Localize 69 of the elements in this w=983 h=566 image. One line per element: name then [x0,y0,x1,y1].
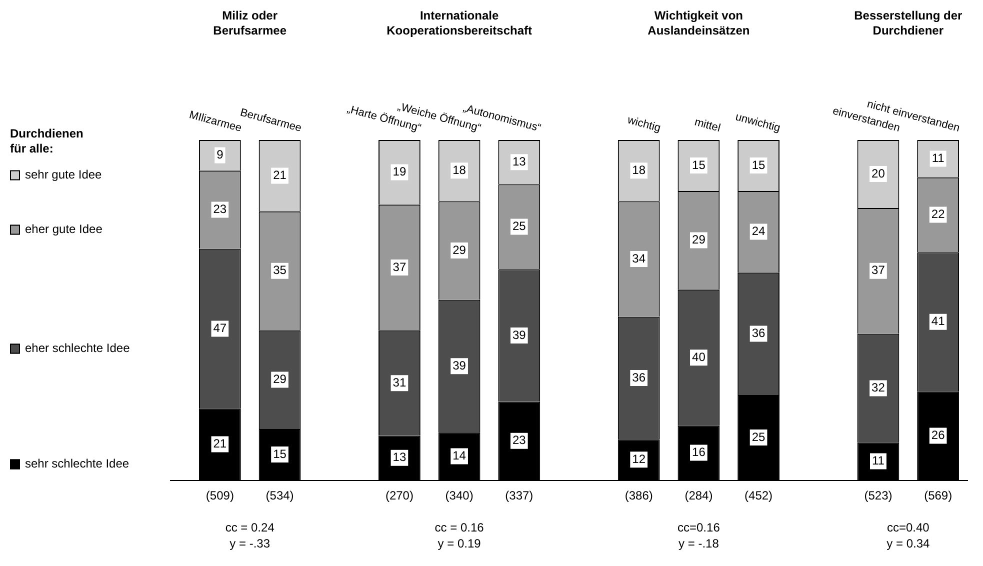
data-label: 23 [512,433,526,448]
text: (569) [924,488,952,502]
data-label: 22 [931,207,946,222]
text: Wichtigkeit von Auslandeinsätzen [648,8,750,38]
legend-label: eher schlechte Idee [25,341,130,356]
text: y = 0.19 [438,536,482,550]
text: y = -.18 [678,536,720,550]
data-label: 15 [273,446,287,461]
data-label: 12 [632,452,646,466]
text: y = -.33 [230,536,270,550]
text: cc = 0.16 [434,520,484,534]
data-label: 25 [752,430,766,444]
data-label: 18 [632,162,646,177]
data-label: 32 [872,380,886,395]
legend-label: eher gute Idee [25,222,103,236]
data-label: 37 [392,260,406,274]
data-label: 23 [213,202,227,216]
data-label: 36 [632,370,646,384]
data-label: 20 [872,166,886,180]
data-label: 34 [632,251,646,266]
text: Miliz oder Berufsarmee [213,8,287,38]
text: (284) [684,488,713,502]
text: (452) [744,488,773,502]
data-label: 47 [213,321,227,336]
data-label: 29 [452,242,466,257]
data-label: 37 [872,263,886,278]
data-label: 11 [932,151,945,166]
data-label: 21 [273,168,287,182]
text: (340) [445,488,474,502]
text: (386) [624,488,653,502]
data-label: 15 [692,158,706,172]
x-tick-label: wichtig [625,114,662,135]
text: (534) [266,488,294,502]
data-label: 29 [273,372,287,386]
text: (523) [864,488,892,502]
text: (270) [385,488,414,502]
legend-label: sehr schlechte Idee [25,456,130,471]
data-label: 19 [392,164,406,179]
data-label: 36 [752,326,766,340]
data-label: 15 [752,158,766,172]
data-label: 25 [512,219,526,234]
legend-title: Durchdienen für alle: [10,126,84,156]
text: cc=0.16 [678,520,720,534]
text: Internationale Kooperationsbereitschaft [386,8,532,38]
data-label: 35 [273,263,287,278]
text: Besserstellung der Durchdiener [854,8,962,38]
data-label: 11 [872,454,885,468]
data-label: 31 [392,375,406,390]
data-label: 29 [692,232,706,247]
text: cc = 0.24 [225,520,275,534]
text: (509) [206,488,234,502]
x-tick-label: mittel [693,116,722,135]
data-label: 13 [512,154,526,168]
text: cc=0.40 [886,520,930,534]
data-label: 21 [213,436,227,451]
data-label: 39 [452,358,466,372]
data-label: 41 [931,314,946,328]
data-label: 9 [216,148,224,162]
data-label: 16 [692,445,706,460]
text: (337) [505,488,534,502]
legend-label: sehr gute Idee [25,168,102,182]
data-label: 40 [692,350,706,364]
data-label: 14 [452,448,466,463]
data-label: 18 [452,162,466,177]
data-label: 26 [931,428,946,442]
data-label: 24 [752,224,766,238]
data-label: 13 [392,450,406,464]
data-label: 39 [512,328,526,342]
text: y = 0.34 [886,536,930,550]
